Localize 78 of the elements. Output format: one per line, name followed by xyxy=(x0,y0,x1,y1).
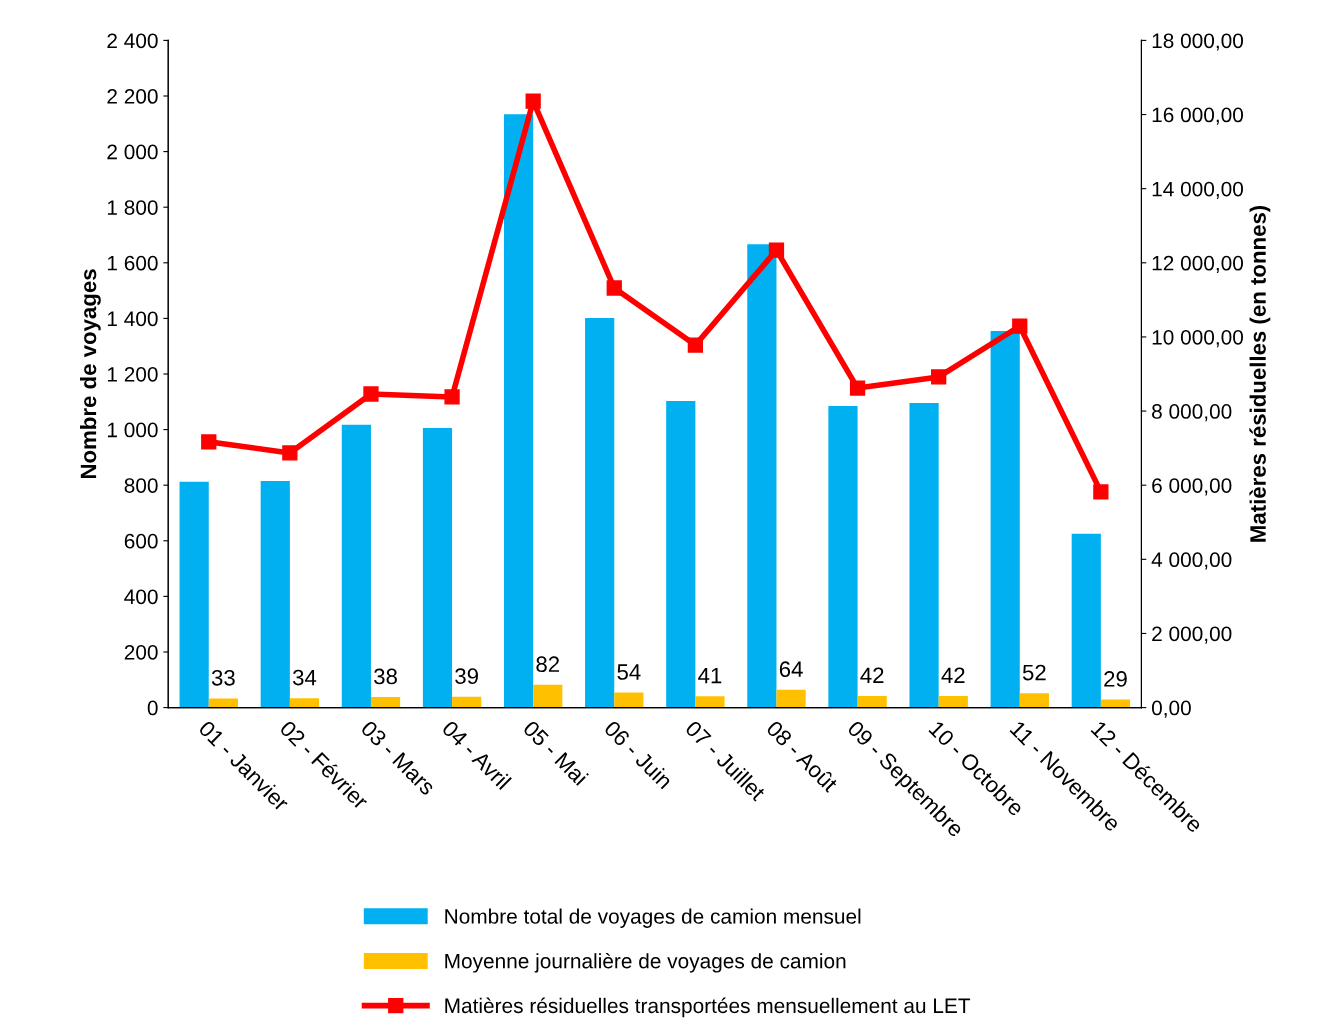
bar xyxy=(533,684,563,708)
bar xyxy=(1019,693,1049,708)
point xyxy=(1093,484,1109,500)
x-tick-label: 06 - Juin xyxy=(603,719,674,790)
point xyxy=(201,434,217,450)
bar xyxy=(289,698,320,708)
y-tick-label: 2 400 xyxy=(107,33,158,49)
y2-tick-label: 2 000,00 xyxy=(1152,626,1232,644)
y-tick-label: 1 200 xyxy=(107,367,158,382)
y-tick-label: 0 xyxy=(147,700,158,716)
bar xyxy=(857,695,887,708)
bar xyxy=(585,318,615,708)
bar xyxy=(503,114,534,708)
data-label: 54 xyxy=(617,664,641,680)
bar xyxy=(614,692,644,708)
bar xyxy=(370,697,401,708)
point xyxy=(768,242,785,258)
data-label: 41 xyxy=(698,667,722,684)
point xyxy=(849,380,866,396)
y2-tick-label: 6 000,00 xyxy=(1152,478,1232,496)
y-tick-label: 800 xyxy=(124,478,158,493)
y2-tick-label: 10 000,00 xyxy=(1152,329,1244,348)
bar xyxy=(909,402,939,708)
data-label: 33 xyxy=(211,669,235,686)
y2-tick-label: 8 000,00 xyxy=(1152,404,1232,422)
y2-tick-label: 18 000,00 xyxy=(1152,33,1244,51)
y-tick-label: 2 200 xyxy=(107,89,158,104)
y2-tick-label: 0,00 xyxy=(1151,700,1191,718)
x-tick-label: 05 - Mai xyxy=(522,719,589,786)
point xyxy=(282,445,298,461)
bar xyxy=(828,405,858,708)
data-label: 42 xyxy=(860,667,884,683)
data-label: 39 xyxy=(455,668,478,685)
point xyxy=(687,337,704,353)
x-tick-label: 04 - Avril xyxy=(441,719,512,791)
y2-tick-label: 14 000,00 xyxy=(1152,181,1244,199)
y-tick-label: 1 600 xyxy=(107,255,158,271)
y2-axis-title: Matières résiduelles (en tonnes) xyxy=(1249,205,1271,542)
point xyxy=(525,93,541,109)
y2-tick-label: 16 000,00 xyxy=(1152,107,1244,125)
y-tick-label: 1 800 xyxy=(107,200,158,215)
bar xyxy=(422,427,453,708)
y-axis-title: Nombre de voyages xyxy=(79,269,101,479)
y2-tick-label: 4 000,00 xyxy=(1151,552,1232,570)
point xyxy=(444,389,460,405)
y-tick-label: 600 xyxy=(124,533,158,549)
y-tick-label: 1 400 xyxy=(107,311,158,327)
data-label: 42 xyxy=(941,667,965,683)
bar xyxy=(1071,533,1101,708)
data-label: 29 xyxy=(1104,671,1127,687)
data-label: 34 xyxy=(292,669,317,686)
bar xyxy=(341,424,371,708)
bar xyxy=(747,244,777,708)
point xyxy=(606,280,622,296)
data-label: 64 xyxy=(779,661,803,678)
data-label: 38 xyxy=(374,668,397,685)
y-tick-label: 200 xyxy=(124,644,158,660)
legend-label: Matières résiduelles transportées mensuellement au LET xyxy=(445,997,971,1018)
legend-label: Moyenne journalière de voyages de camion xyxy=(445,952,846,973)
data-label: 82 xyxy=(536,656,560,673)
bar xyxy=(666,400,696,708)
bar xyxy=(208,698,238,708)
y-tick-label: 400 xyxy=(124,589,158,605)
point xyxy=(1012,318,1028,334)
legend-label: Nombre total de voyages de camion mensuel xyxy=(445,908,861,928)
point xyxy=(931,369,947,385)
bar xyxy=(179,481,209,708)
bar xyxy=(452,696,482,708)
y-tick-label: 1 000 xyxy=(107,422,158,438)
y-tick-label: 2 000 xyxy=(107,144,158,160)
y2-tick-label: 12 000,00 xyxy=(1152,255,1244,274)
data-label: 52 xyxy=(1022,664,1046,681)
bar xyxy=(938,695,968,708)
bar xyxy=(695,696,725,708)
bar xyxy=(260,481,290,708)
bar xyxy=(990,330,1020,708)
bar xyxy=(776,689,806,708)
point xyxy=(363,386,379,402)
